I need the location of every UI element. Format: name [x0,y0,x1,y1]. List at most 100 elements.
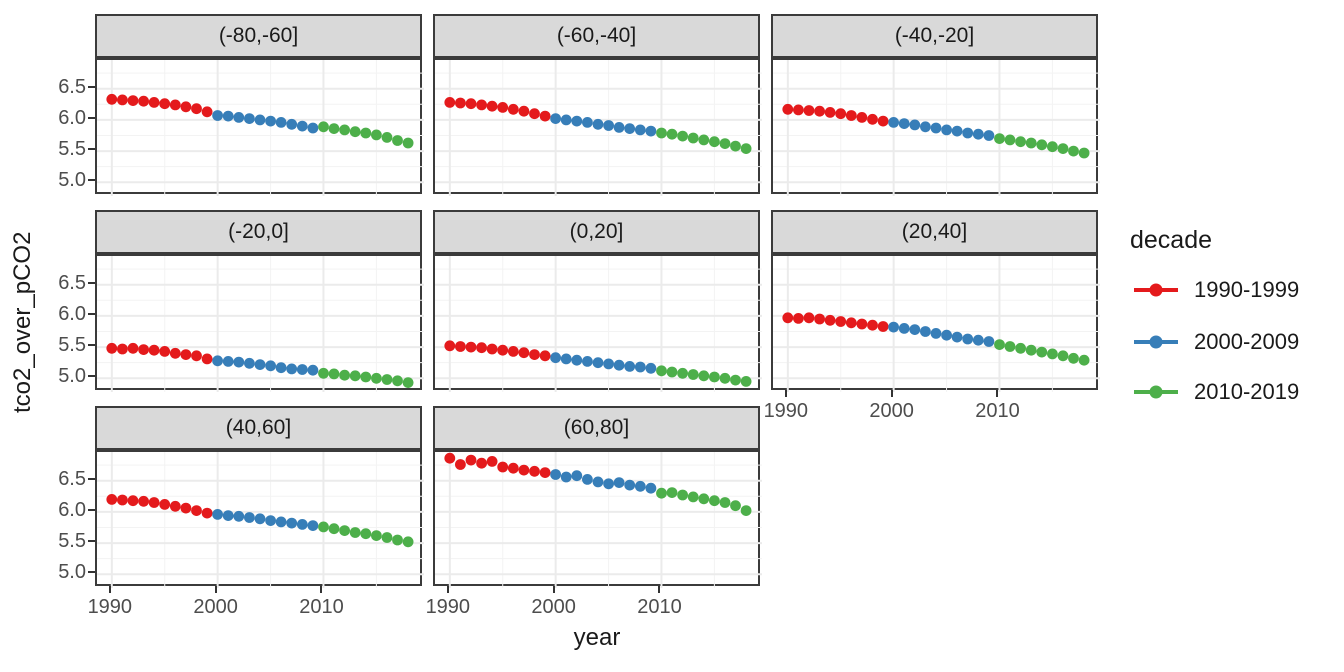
data-point [1015,342,1026,354]
data-point [951,125,963,137]
data-point [877,115,889,127]
data-point [318,521,329,533]
data-point [371,129,382,141]
y-tick-label: 5.5 [58,530,86,553]
x-tick-mark [320,586,323,593]
data-point [539,467,551,478]
data-point [286,517,298,529]
y-tick-label: 5.0 [58,169,86,192]
facet-strip-label: (-20,0] [228,220,289,243]
data-point [824,107,836,118]
facet-plot-area [773,256,1100,392]
facet-plot-area [773,60,1100,196]
facet-plot-area [97,452,424,588]
x-tick-mark [214,586,217,593]
data-point [307,122,319,134]
y-tick-label: 5.5 [58,334,86,357]
data-point [455,97,466,109]
data-point [560,353,572,365]
data-point [1015,136,1026,148]
data-point [740,143,752,154]
data-point [191,103,202,115]
data-point [719,372,731,384]
data-point [709,371,720,383]
x-tick-mark [658,586,661,593]
data-point [254,513,266,525]
y-tick-mark [88,571,95,574]
data-point [1078,147,1090,159]
data-point [613,122,625,133]
data-point [233,356,245,368]
data-point [624,479,636,491]
data-point [360,528,372,540]
x-tick-label: 2010 [637,596,682,618]
data-point [560,114,572,126]
data-point [983,336,995,347]
legend-item-label: 2000-2009 [1194,329,1300,354]
data-point [656,127,667,139]
data-point [497,102,509,113]
facet-strip-label: (0,20] [569,220,624,243]
data-point [444,97,456,108]
data-point [275,362,287,374]
facet-strip: (-20,0] [95,210,422,254]
data-points [444,97,752,154]
facet-strip: (20,40] [771,210,1098,254]
data-point [244,512,255,523]
gridlines [97,60,424,196]
facet-panel [95,450,424,588]
data-point [148,97,160,108]
facet-panel [771,254,1100,392]
gridlines [435,452,762,588]
data-point [845,110,857,121]
data-point [634,361,646,373]
x-tick-label: 2000 [531,596,576,618]
data-point [941,124,952,136]
data-point [909,324,921,335]
data-points [106,93,414,149]
data-point [296,519,308,530]
data-point [444,340,456,352]
data-point [898,323,910,334]
data-point [212,355,223,367]
y-tick-mark [88,281,95,284]
data-point [603,478,614,490]
facet-strip-label: (-60,-40] [556,24,637,47]
data-point [169,500,181,512]
data-point [222,110,234,122]
data-point [687,491,699,503]
data-point [529,465,540,477]
data-point [867,113,878,125]
legend-item: 1990-1999 [1134,277,1299,302]
data-point [677,130,688,142]
data-point [845,317,857,329]
data-point [518,105,530,117]
data-point [159,98,171,110]
data-point [254,359,266,370]
legend-item: 2000-2009 [1134,329,1300,354]
data-point [117,343,128,355]
legend: decade 1990-1999 2000-2009 2010-2019 [1126,210,1340,430]
data-point [360,371,372,383]
data-point [1036,346,1048,358]
data-point [159,346,171,357]
data-point [360,127,372,139]
x-tick-label: 2010 [299,596,344,618]
data-point [624,123,636,134]
data-point [476,99,487,111]
data-point [603,120,614,131]
data-point [1057,350,1069,362]
y-tick-label: 5.0 [58,561,86,584]
data-point [328,123,340,134]
data-point [560,471,572,483]
data-point [920,326,931,337]
data-point [455,341,466,352]
x-tick-label: 2000 [193,596,238,618]
data-point [782,103,794,115]
data-point [286,363,298,375]
data-point [994,339,1005,350]
data-point [582,356,593,367]
y-tick-mark [88,148,95,151]
data-point [392,534,403,546]
facet-strip: (0,20] [433,210,760,254]
